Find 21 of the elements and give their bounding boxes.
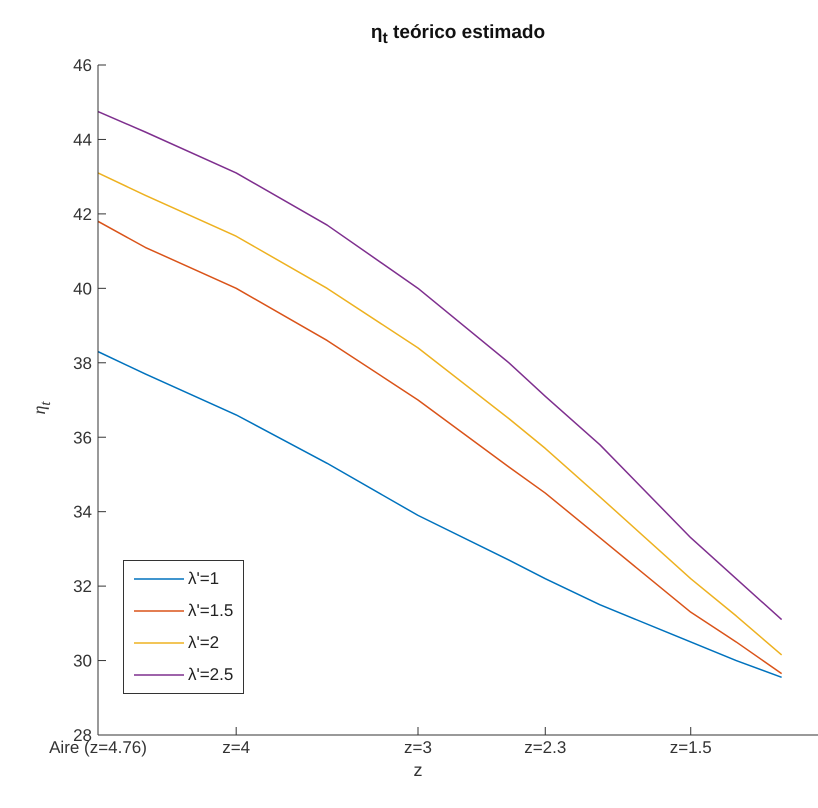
chart-title: η$_{t}$ teórico estimado xyxy=(370,22,546,48)
legend-label: λ'=1 xyxy=(188,569,220,589)
y-tick-label: 42 xyxy=(73,204,92,224)
y-tick-label: 30 xyxy=(73,652,92,671)
y-tick-label: 34 xyxy=(73,502,92,522)
legend-label: λ'=2.5 xyxy=(188,665,234,685)
x-tick-label: z=3 xyxy=(404,738,432,758)
x-tick-label: z=2.3 xyxy=(524,738,566,758)
y-tick-label: 40 xyxy=(73,279,92,298)
x-tick-label: z=4 xyxy=(222,738,250,758)
legend-label: λ'=2 xyxy=(188,633,220,653)
legend-label: λ'=1.5 xyxy=(188,601,234,621)
line-series xyxy=(98,350,782,678)
y-tick-label: 36 xyxy=(73,428,92,448)
x-tick-label: z=1.5 xyxy=(670,738,712,758)
x-axis-title: z xyxy=(412,760,424,781)
y-tick-label: 44 xyxy=(73,130,92,150)
y-tick-label: 32 xyxy=(73,577,92,596)
y-tick-label: 46 xyxy=(73,56,92,76)
y-tick-label: 38 xyxy=(73,354,92,373)
line-series xyxy=(98,110,782,620)
